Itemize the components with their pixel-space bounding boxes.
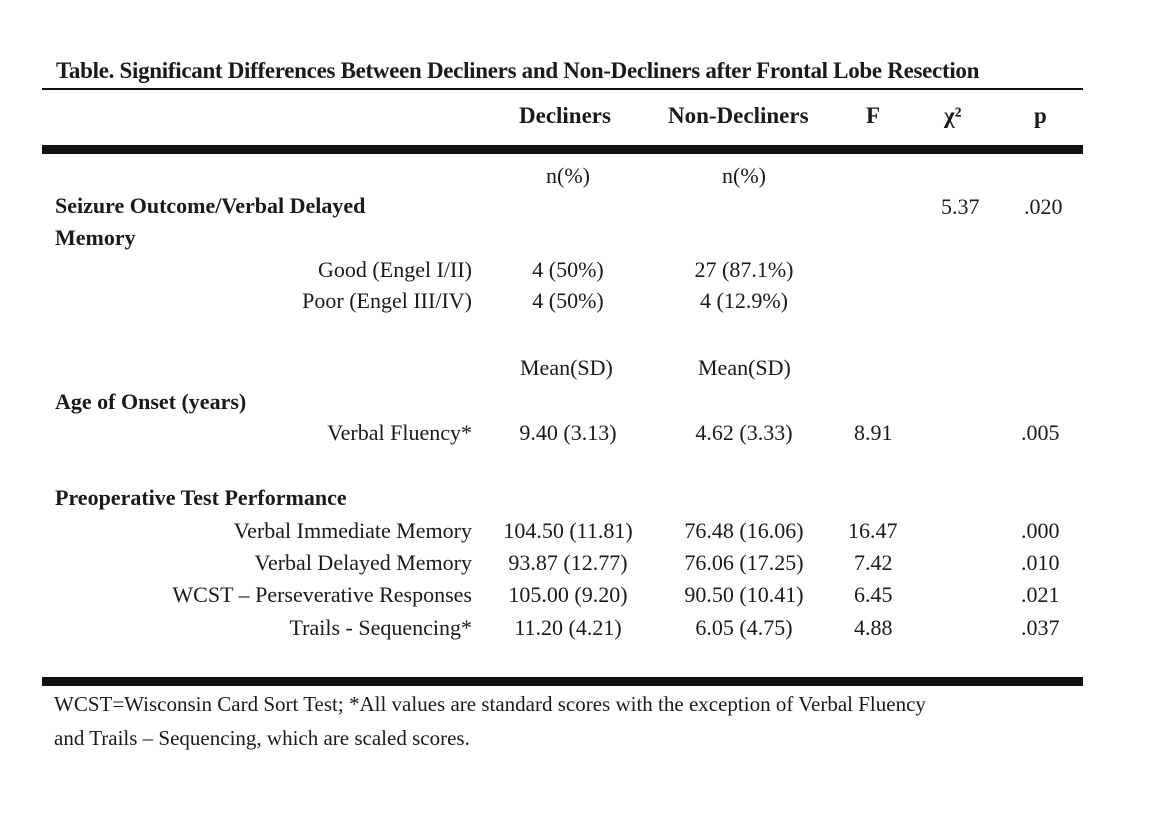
table-row-label: Verbal Immediate Memory <box>233 518 472 543</box>
table-cell-decliners: 105.00 (9.20) <box>508 582 628 607</box>
table-cell-f: 8.91 <box>854 420 893 445</box>
table-cell-decliners: 4 (50%) <box>532 257 604 282</box>
table-row-label: WCST – Perseverative Responses <box>172 582 472 607</box>
table-cell-f: 4.88 <box>854 615 893 640</box>
table-cell-p: .005 <box>1021 420 1060 445</box>
table-cell-non-decliners: 90.50 (10.41) <box>684 582 804 607</box>
table-cell-p: .037 <box>1021 615 1060 640</box>
table-row-label: Verbal Fluency* <box>327 420 472 445</box>
seizure-p: .020 <box>1024 194 1063 219</box>
table-cell-p: .021 <box>1021 582 1060 607</box>
table-row-label: Good (Engel I/II) <box>318 257 472 282</box>
top-rule <box>42 88 1083 90</box>
table-cell-non-decliners: 76.48 (16.06) <box>684 518 804 543</box>
age-section-label: Age of Onset (years) <box>55 389 247 414</box>
preop-section-label: Preoperative Test Performance <box>55 485 347 510</box>
table-title: Table. Significant Differences Between D… <box>56 58 980 83</box>
table-cell-p: .000 <box>1021 518 1060 543</box>
table-cell-non-decliners: 27 (87.1%) <box>694 257 794 282</box>
bottom-rule <box>42 677 1083 686</box>
footnote-line-2: and Trails – Sequencing, which are scale… <box>54 726 470 750</box>
header-chi-square: χ² <box>944 103 962 128</box>
table-row-label: Trails - Sequencing* <box>289 615 472 640</box>
table-cell-non-decliners: 4.62 (3.33) <box>695 420 793 445</box>
table-cell-non-decliners: 4 (12.9%) <box>700 288 788 313</box>
table-row-label: Verbal Delayed Memory <box>254 550 472 575</box>
table-row-label: Poor (Engel III/IV) <box>302 288 472 313</box>
table-cell-f: 7.42 <box>854 550 893 575</box>
footnote-line-1: WCST=Wisconsin Card Sort Test; *All valu… <box>54 692 926 716</box>
table-cell-decliners: 9.40 (3.13) <box>519 420 617 445</box>
table-cell-f: 16.47 <box>848 518 898 543</box>
age-subhead-decliners: Mean(SD) <box>520 355 613 380</box>
table-cell-f: 6.45 <box>854 582 893 607</box>
header-rule <box>42 145 1083 154</box>
seizure-chi-square: 5.37 <box>941 194 980 219</box>
header-f: F <box>866 103 881 128</box>
seizure-section-label: Seizure Outcome/Verbal Delayed <box>55 193 366 218</box>
table-cell-decliners: 93.87 (12.77) <box>508 550 628 575</box>
table-cell-p: .010 <box>1021 550 1060 575</box>
table-cell-decliners: 4 (50%) <box>532 288 604 313</box>
table-cell-decliners: 11.20 (4.21) <box>514 615 622 640</box>
age-subhead-non-decliners: Mean(SD) <box>698 355 791 380</box>
seizure-subhead-decliners: n(%) <box>546 163 590 188</box>
header-non-decliners: Non-Decliners <box>668 103 809 128</box>
seizure-subhead-non-decliners: n(%) <box>722 163 766 188</box>
header-decliners: Decliners <box>519 103 611 128</box>
header-p: p <box>1034 103 1047 128</box>
table-cell-non-decliners: 76.06 (17.25) <box>684 550 804 575</box>
table-cell-decliners: 104.50 (11.81) <box>503 518 633 543</box>
seizure-section-label-cont: Memory <box>55 225 136 250</box>
table-cell-non-decliners: 6.05 (4.75) <box>695 615 793 640</box>
